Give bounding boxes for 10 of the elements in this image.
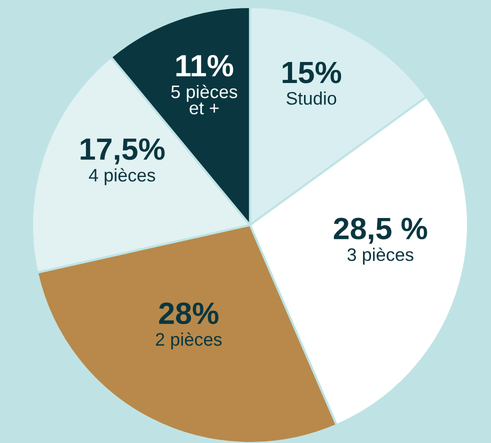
slice-label: 4 pièces (88, 168, 156, 186)
slice-label: 3 pièces (347, 248, 414, 265)
data-label: 17,5% (80, 138, 165, 164)
slice-label: 2 pièces (156, 332, 222, 350)
data-label: 28,5 % (334, 218, 428, 244)
data-label: 28% (159, 302, 218, 324)
data-label: 15% (282, 62, 342, 84)
slice-label: 5 pièces et + (171, 84, 238, 114)
slice-label: Studio (286, 91, 336, 105)
data-label: 11% (176, 54, 234, 76)
